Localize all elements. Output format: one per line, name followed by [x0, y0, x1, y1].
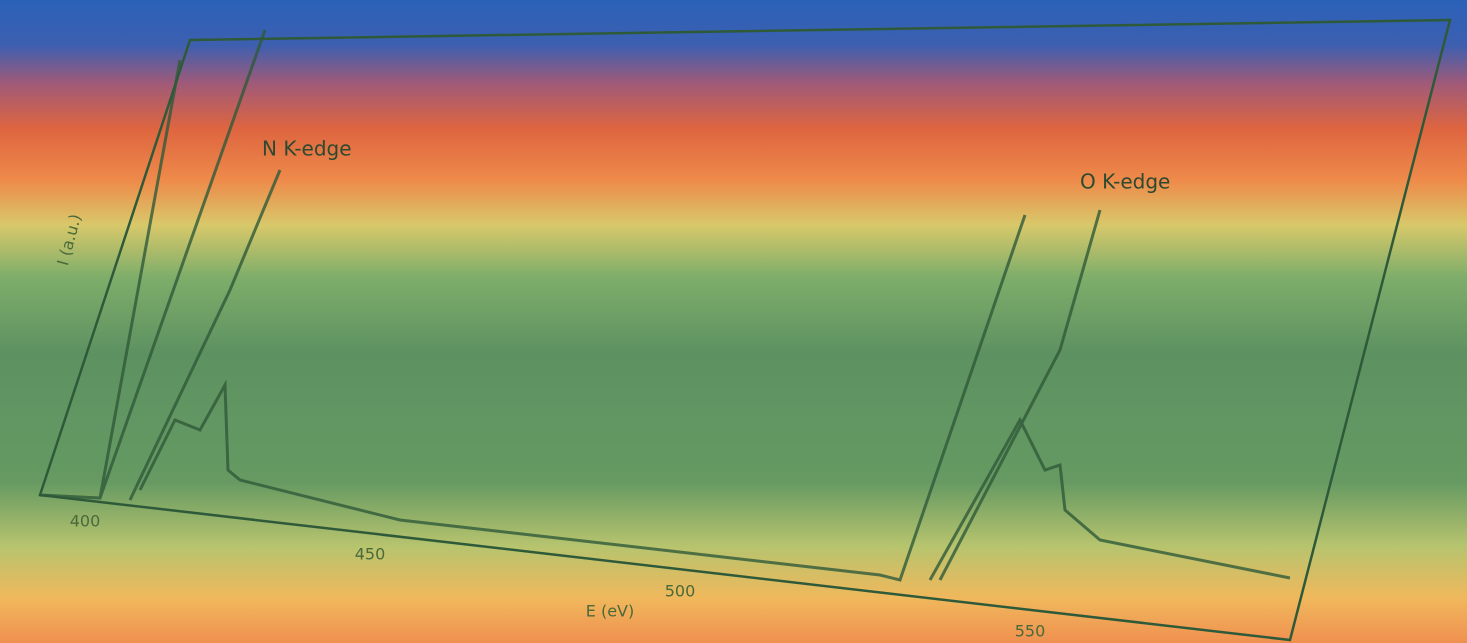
- x-tick-label: 400: [70, 512, 101, 531]
- annotation: O K-edge: [1080, 170, 1170, 194]
- plot-frame: [38, 18, 1452, 642]
- x-axis-label: E (eV): [586, 602, 634, 621]
- x-tick-label: 500: [665, 582, 696, 601]
- x-tick-label: 450: [355, 545, 386, 564]
- spectrum-lines: [39, 29, 1291, 582]
- annotation: N K-edge: [262, 137, 352, 161]
- x-tick-label: 550: [1015, 622, 1046, 641]
